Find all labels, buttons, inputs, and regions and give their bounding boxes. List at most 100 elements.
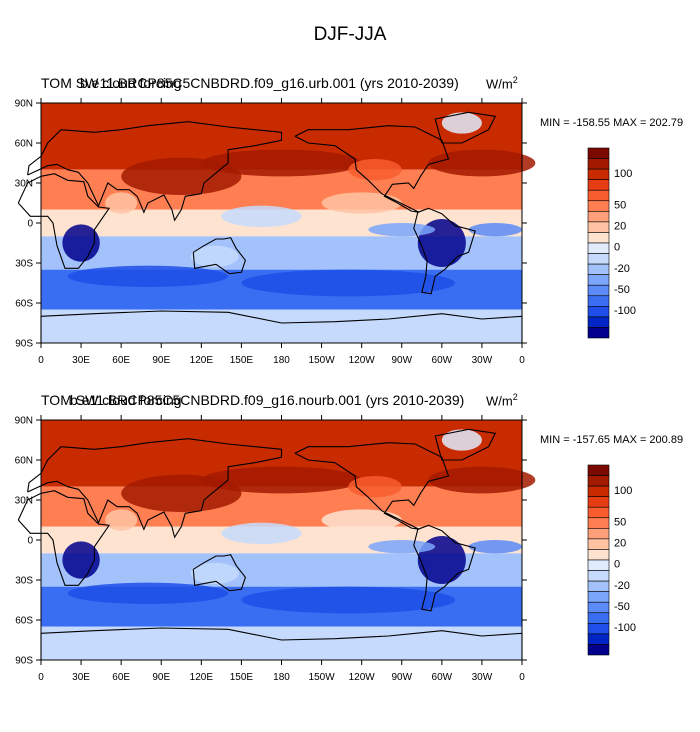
colorbar-label: 20: [614, 538, 626, 550]
colorbar-swatch: [587, 570, 610, 582]
lat-label: 60N: [15, 456, 33, 467]
lat-label: 0: [27, 536, 33, 547]
colorbar-swatch: [587, 464, 610, 476]
field-blob: [468, 223, 522, 237]
zonal-band: [41, 309, 522, 343]
panel-case-name: b.e11.BRCP85C5CNBDRD.f09_g16.urb.001 (yr…: [80, 75, 459, 91]
field-blob: [321, 192, 402, 214]
lon-label: 90E: [152, 672, 170, 683]
colorbar-swatch: [587, 601, 610, 614]
colorbar-swatch: [587, 263, 610, 275]
field-blob: [67, 265, 229, 287]
coastline: [17, 173, 111, 269]
lon-label: 180: [273, 672, 290, 683]
colorbar-swatch: [587, 232, 610, 244]
field-blob: [190, 245, 239, 267]
colorbar-swatch: [587, 211, 610, 223]
map-field: 90N 60N 30N 0 30S 60S 90S 0 30E 60E 90E 120E 150E 180…: [15, 98, 536, 366]
lon-label: 60W: [432, 355, 453, 366]
coastline: [192, 554, 247, 592]
colorbar-label: -50: [614, 601, 630, 613]
lon-label: 30W: [472, 672, 493, 683]
map-panel-nourb: TOM SW cloud forcing b.e11.BRCP85C5CNBDR…: [0, 392, 700, 732]
lon-label: 60E: [112, 355, 130, 366]
lat-label: 30S: [15, 576, 33, 587]
colorbar-label: 0: [614, 242, 620, 254]
colorbar-swatch: [587, 158, 610, 170]
field-blob: [105, 509, 138, 531]
panel-title-left: TOM SW cloud forcing: [41, 392, 182, 408]
colorbar-swatch: [587, 633, 610, 645]
coastline: [294, 442, 450, 530]
colorbar-label: 0: [614, 559, 620, 571]
colorbar: 100 50 20 0 -20 -50 -100: [587, 147, 636, 339]
colorbar-label: -50: [614, 284, 630, 296]
panel-units: W/m2: [486, 75, 518, 92]
lon-label: 120E: [190, 355, 214, 366]
field-blob: [62, 541, 100, 579]
lon-label: 60E: [112, 672, 130, 683]
colorbar-swatch: [587, 580, 610, 592]
lat-label: 60N: [15, 139, 33, 150]
colorbar-swatch: [587, 496, 610, 508]
colorbar: 100 50 20 0 -20 -50 -100: [587, 464, 636, 656]
lon-label: 0: [519, 355, 525, 366]
field-blob: [221, 205, 302, 227]
panel-title: TOM SW cloud forcing: [41, 392, 182, 408]
coastline: [413, 207, 476, 295]
lon-label: 90W: [391, 355, 412, 366]
lon-label: 30E: [72, 672, 90, 683]
lat-label: 30N: [15, 179, 33, 190]
panel-minmax: MIN = -157.65 MAX = 200.89: [540, 434, 684, 446]
field-blob: [241, 269, 456, 297]
panel-title-case: b.e11.BRCP85C5CNBDRD.f09_g16.nourb.001 (…: [70, 392, 464, 408]
lon-label: 120W: [349, 355, 376, 366]
lon-label: 0: [519, 672, 525, 683]
colorbar-swatch: [587, 179, 610, 191]
colorbar-swatch: [587, 612, 610, 624]
zonal-band: [41, 626, 522, 660]
field-blob: [201, 466, 362, 494]
colorbar-swatch: [587, 538, 610, 550]
coastline: [17, 490, 111, 586]
lon-label: 60W: [432, 672, 453, 683]
colorbar-swatch: [587, 295, 610, 307]
colorbar-swatch: [587, 284, 610, 297]
field-blob: [190, 562, 239, 584]
colorbar-swatch: [587, 559, 610, 571]
map-panel-urb: TOM SW cloud forcing b.e11.BRCP85C5CNBDR…: [0, 75, 700, 415]
lon-label: 120E: [190, 672, 214, 683]
colorbar-swatch: [587, 485, 610, 497]
colorbar-swatch: [587, 253, 610, 265]
panel-title-left: TOM SW cloud forcing: [41, 75, 182, 91]
lon-label: 0: [38, 672, 44, 683]
lon-label: 180: [273, 355, 290, 366]
lat-label: 30N: [15, 496, 33, 507]
lon-label: 0: [38, 355, 44, 366]
coastline: [27, 438, 283, 539]
field-blob: [441, 429, 482, 451]
colorbar-label: 20: [614, 221, 626, 233]
map-field: 90N 60N 30N 0 30S 60S 90S 0 30E 60E 90E 120E 150E 180…: [15, 415, 536, 683]
coastline: [413, 524, 476, 612]
lat-label: 90S: [15, 656, 33, 667]
field-blob: [368, 540, 436, 554]
colorbar-label: -20: [614, 580, 630, 592]
colorbar-swatch: [587, 306, 610, 318]
colorbar-label: -20: [614, 263, 630, 275]
colorbar-swatch: [587, 168, 610, 180]
field-blob: [62, 224, 100, 262]
colorbar-swatch: [587, 327, 610, 339]
colorbar-swatch: [587, 475, 610, 487]
panel-minmax: MIN = -158.55 MAX = 202.79: [540, 117, 684, 129]
field-blob: [201, 149, 362, 177]
colorbar-label: 50: [614, 516, 626, 528]
colorbar-swatch: [587, 591, 610, 603]
panel-case-name: b.e11.BRCP85C5CNBDRD.f09_g16.nourb.001 (…: [70, 392, 465, 408]
field-blob: [368, 223, 436, 237]
colorbar-swatch: [587, 549, 610, 561]
field-blob: [241, 586, 456, 614]
colorbar-swatch: [587, 242, 610, 254]
lon-label: 90W: [391, 672, 412, 683]
panel-title-case: b.e11.BRCP85C5CNBDRD.f09_g16.urb.001 (yr…: [80, 75, 459, 91]
